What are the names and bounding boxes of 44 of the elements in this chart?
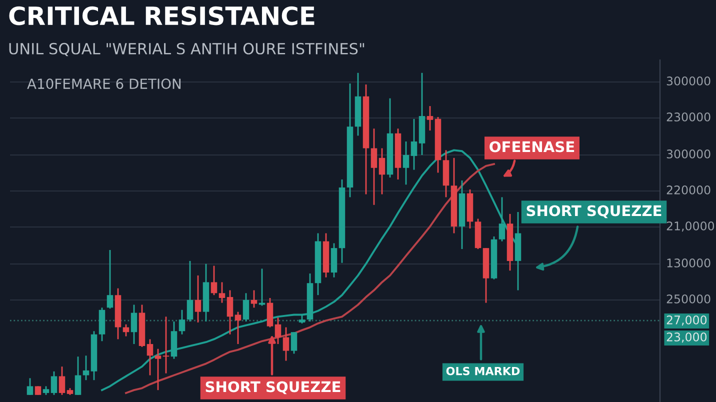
candlestick [130, 304, 138, 345]
candlestick [234, 311, 242, 345]
text: SHORT SQUEZZE [526, 205, 662, 218]
candlestick [74, 356, 82, 396]
candlestick [210, 265, 218, 296]
candlestick [194, 274, 202, 324]
candlestick [290, 331, 298, 354]
candlestick [218, 282, 226, 304]
text: 300000 [666, 149, 710, 158]
candlestick [154, 348, 162, 391]
candlestick [58, 366, 66, 396]
annotation: OLS MARKD [446, 366, 520, 376]
text: 130000 [667, 258, 710, 268]
candlestick [426, 105, 434, 132]
candlestick [178, 309, 186, 336]
candlestick [106, 249, 114, 310]
candlestick [186, 260, 194, 322]
chart-title: CRITICAL RESISTANCE [9, 6, 314, 26]
candlestick [370, 128, 378, 206]
text: 21,0000 [666, 221, 714, 232]
text: 27,000 [666, 315, 707, 326]
candlestick [498, 196, 506, 242]
annotation: A10FEMARE 6 DETION [27, 78, 181, 90]
candlestick [162, 316, 170, 374]
candlestick [402, 140, 410, 186]
text: 250000 [666, 294, 710, 304]
text: 220000 [666, 185, 710, 194]
candlestick [50, 370, 58, 396]
candlestick [146, 338, 154, 376]
text: 300000 [666, 76, 710, 86]
candlestick [378, 148, 386, 195]
candlestick [250, 290, 258, 308]
candlestick [410, 118, 418, 171]
candlestick [226, 290, 234, 336]
annotation: SHORT SQUEZZE [206, 381, 340, 394]
text: 230000 [666, 112, 710, 122]
candlestick [282, 326, 290, 362]
candlestick [242, 292, 250, 322]
chart-subtitle: UNIL SQUAL "WERIAL S ANTIH OURE ISTFINES" [9, 42, 364, 56]
candlestick [266, 297, 274, 328]
candlestick [82, 354, 90, 381]
annotation: OFEENASE [490, 141, 574, 152]
candlestick [26, 377, 34, 396]
text: 23,000 [666, 332, 707, 343]
